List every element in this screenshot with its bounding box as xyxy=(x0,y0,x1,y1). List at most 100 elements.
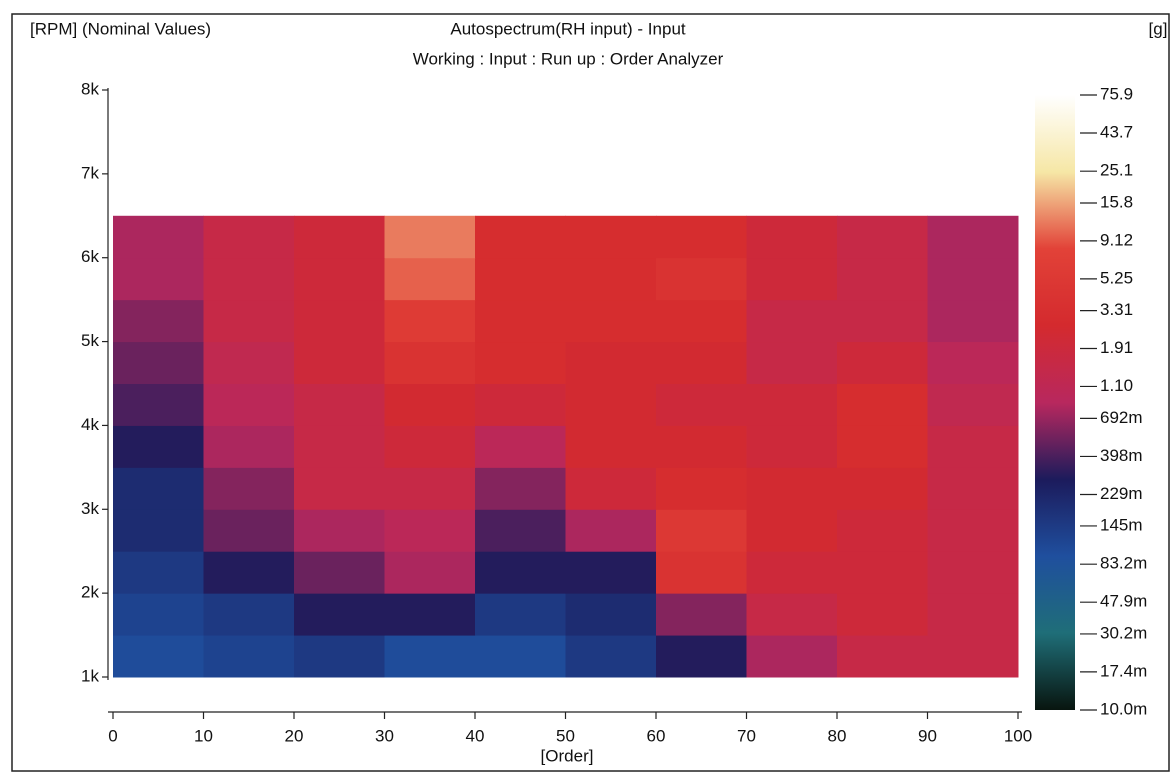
heatmap-cell xyxy=(203,215,295,259)
heatmap-cell xyxy=(294,341,385,384)
heatmap-cell xyxy=(475,551,566,594)
heatmap-cell xyxy=(656,341,747,384)
heatmap-cell xyxy=(837,425,928,468)
heatmap-cell xyxy=(927,299,1019,343)
colorbar-tick-label: 398m xyxy=(1100,446,1143,465)
heatmap-cell xyxy=(656,635,747,678)
heatmap-cell xyxy=(294,635,385,678)
heatmap-cell xyxy=(746,257,838,301)
heatmap-cell xyxy=(837,551,928,594)
heatmap-cell xyxy=(384,551,476,594)
heatmap-cell xyxy=(475,215,566,259)
heatmap-cell xyxy=(746,215,838,259)
heatmap-cell xyxy=(746,551,838,594)
heatmap-cell xyxy=(475,257,566,301)
heatmap-cell xyxy=(656,383,747,426)
heatmap-cell xyxy=(384,341,476,384)
y-tick-label: 1k xyxy=(81,666,99,685)
heatmap-cell xyxy=(565,383,657,426)
heatmap-cell xyxy=(113,593,204,636)
heatmap-cell xyxy=(203,635,295,678)
heatmap-cell xyxy=(656,299,747,343)
heatmap-cell xyxy=(565,299,657,343)
y-axis-label: [RPM] (Nominal Values) xyxy=(30,19,211,38)
heatmap-cell xyxy=(656,467,747,510)
x-tick-label: 20 xyxy=(285,726,304,745)
heatmap-cell xyxy=(656,215,747,259)
heatmap-cell xyxy=(927,257,1019,301)
heatmap-cell xyxy=(294,383,385,426)
heatmap-cell xyxy=(384,299,476,343)
heatmap-cell xyxy=(113,635,204,678)
heatmap-cell xyxy=(384,425,476,468)
heatmap-cell xyxy=(565,425,657,468)
colorbar-tick-label: 10.0m xyxy=(1100,699,1147,718)
heatmap-cell xyxy=(746,467,838,510)
heatmap-cell xyxy=(294,467,385,510)
heatmap-cell xyxy=(746,635,838,678)
colorbar-tick-label: 229m xyxy=(1100,484,1143,503)
heatmap-cell xyxy=(565,341,657,384)
heatmap-cell xyxy=(927,635,1019,678)
heatmap-cell xyxy=(565,467,657,510)
x-tick-label: 50 xyxy=(556,726,575,745)
heatmap-cell xyxy=(927,341,1019,384)
colorbar-tick-label: 25.1 xyxy=(1100,161,1133,180)
heatmap-cell xyxy=(113,215,204,259)
heatmap-cell xyxy=(203,467,295,510)
heatmap-cell xyxy=(294,425,385,468)
heatmap-cell xyxy=(384,215,476,259)
heatmap-cell xyxy=(475,341,566,384)
heatmap-cell xyxy=(656,257,747,301)
heatmap-cell xyxy=(475,425,566,468)
heatmap-cell xyxy=(656,551,747,594)
heatmap-cell xyxy=(746,425,838,468)
y-tick-label: 2k xyxy=(81,583,99,602)
x-tick-label: 10 xyxy=(194,726,213,745)
x-tick-label: 70 xyxy=(737,726,756,745)
colorbar-tick-label: 692m xyxy=(1100,408,1143,427)
colorbar-tick-label: 5.25 xyxy=(1100,268,1133,287)
heatmap-cell xyxy=(746,299,838,343)
heatmap-cell xyxy=(294,509,385,552)
heatmap-cell xyxy=(203,257,295,301)
frame xyxy=(11,13,1170,772)
colorbar-tick-label: 43.7 xyxy=(1100,122,1133,141)
heatmap-cell xyxy=(746,383,838,426)
heatmap-cell xyxy=(475,299,566,343)
heatmap-cell xyxy=(837,509,928,552)
heatmap-cell xyxy=(203,593,295,636)
heatmap-cell xyxy=(475,383,566,426)
heatmap-cell xyxy=(746,509,838,552)
heatmap-cell xyxy=(294,299,385,343)
heatmap-cell xyxy=(565,509,657,552)
heatmap-cell xyxy=(927,593,1019,636)
x-tick-label: 90 xyxy=(918,726,937,745)
heatmap-cell xyxy=(113,509,204,552)
heatmap-cell xyxy=(113,341,204,384)
y-tick-label: 7k xyxy=(81,163,99,182)
colorbar-tick-label: 9.12 xyxy=(1100,230,1133,249)
colorbar-tick-label: 145m xyxy=(1100,515,1143,534)
colorbar-tick-label: 1.91 xyxy=(1100,338,1133,357)
heatmap-cell xyxy=(475,467,566,510)
y-tick-label: 8k xyxy=(81,79,99,98)
heatmap-cell xyxy=(656,425,747,468)
heatmap-cell xyxy=(113,425,204,468)
heatmap-cell xyxy=(475,509,566,552)
heatmap-cell xyxy=(203,341,295,384)
heatmap-cell xyxy=(203,299,295,343)
colorbar-tick-label: 1.10 xyxy=(1100,376,1133,395)
heatmap-cell xyxy=(203,509,295,552)
heatmap-cell xyxy=(927,551,1019,594)
colorbar-tick-label: 30.2m xyxy=(1100,623,1147,642)
chart-subtitle: Working : Input : Run up : Order Analyze… xyxy=(413,49,724,68)
heatmap-cell xyxy=(565,551,657,594)
heatmap-cell xyxy=(113,257,204,301)
heatmap-cell xyxy=(565,635,657,678)
heatmap-cell xyxy=(837,635,928,678)
heatmap-cell xyxy=(384,593,476,636)
heatmap-cell xyxy=(384,467,476,510)
heatmap-cell xyxy=(837,593,928,636)
